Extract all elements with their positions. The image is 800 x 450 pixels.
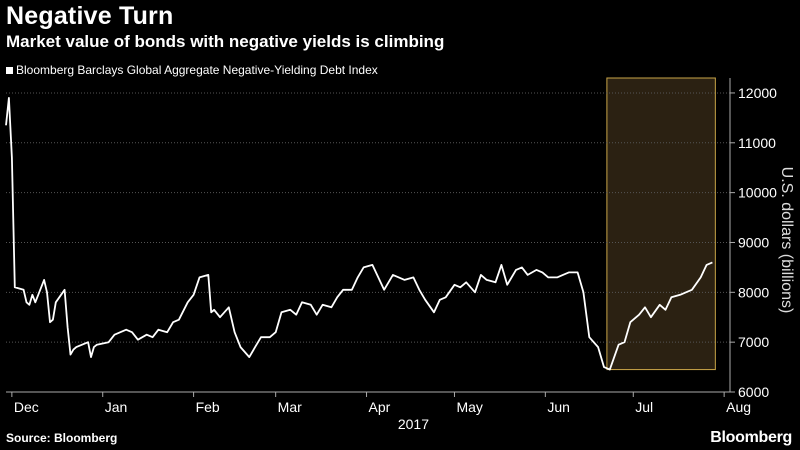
brand-logo: Bloomberg bbox=[710, 429, 792, 446]
y-tick-label-6000: 6000 bbox=[738, 384, 769, 400]
x-tick-label-feb: Feb bbox=[196, 399, 220, 415]
legend: Bloomberg Barclays Global Aggregate Nega… bbox=[6, 63, 378, 77]
y-axis-label: U.S. dollars (billions) bbox=[778, 166, 795, 314]
x-tick-label-jul: Jul bbox=[635, 399, 653, 415]
legend-label: Bloomberg Barclays Global Aggregate Nega… bbox=[16, 63, 378, 77]
year-label: 2017 bbox=[398, 416, 429, 432]
x-tick-label-jun: Jun bbox=[547, 399, 570, 415]
series-line-0 bbox=[5, 97, 713, 371]
y-tick-label-7000: 7000 bbox=[738, 334, 769, 350]
y-tick-label-10000: 10000 bbox=[738, 185, 777, 201]
y-tick-label-12000: 12000 bbox=[738, 85, 777, 101]
x-tick-label-dec: Dec bbox=[14, 399, 39, 415]
x-tick-label-may: May bbox=[456, 399, 482, 415]
highlight-band bbox=[606, 77, 716, 371]
source-note: Source: Bloomberg bbox=[6, 431, 118, 445]
y-tick-label-8000: 8000 bbox=[738, 284, 769, 300]
x-tick-label-mar: Mar bbox=[278, 399, 302, 415]
y-tick-label-11000: 11000 bbox=[738, 135, 776, 151]
x-tick-label-apr: Apr bbox=[369, 399, 391, 415]
legend-swatch bbox=[6, 66, 13, 74]
x-tick-label-aug: Aug bbox=[726, 399, 751, 415]
chart-title: Negative Turn bbox=[6, 2, 174, 30]
x-tick-label-jan: Jan bbox=[105, 399, 128, 415]
chart-subtitle: Market value of bonds with negative yiel… bbox=[6, 32, 445, 51]
y-tick-label-9000: 9000 bbox=[738, 234, 769, 250]
